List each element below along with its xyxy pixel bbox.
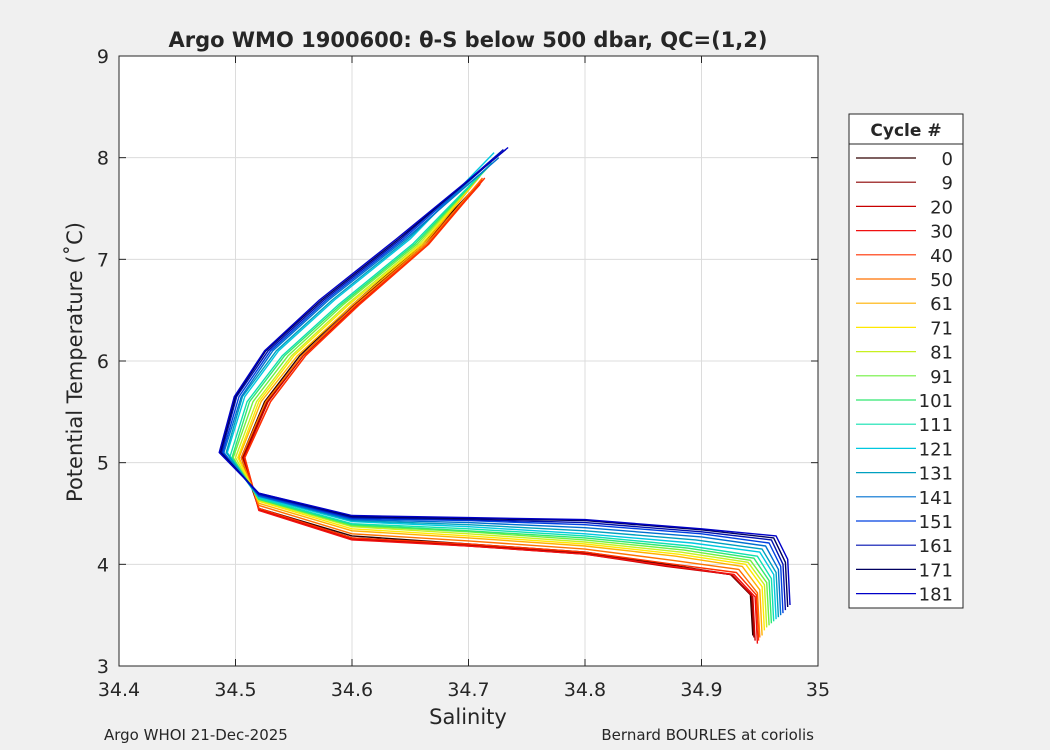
series-group (218, 146, 791, 644)
x-tick-label: 34.6 (331, 679, 373, 701)
legend-entry-label: 141 (919, 488, 953, 509)
series-line-12 (226, 152, 777, 620)
x-tick-label: 35 (806, 679, 830, 701)
x-tick-label: 34.5 (214, 679, 256, 701)
series-line-5 (240, 177, 761, 638)
x-tick-label: 34.4 (98, 679, 140, 701)
series-line-10 (231, 165, 773, 624)
legend-entry-label: 61 (930, 294, 953, 315)
y-axis-label: Potential Temperature (˚C) (63, 222, 87, 502)
series-line-15 (221, 152, 784, 614)
y-tick-label: 8 (97, 148, 109, 170)
x-tick-label: 34.9 (680, 679, 722, 701)
legend-entry-label: 0 (942, 149, 953, 170)
series-line-18 (218, 146, 791, 606)
y-tick-label: 6 (97, 351, 109, 373)
legend-entry-label: 151 (919, 512, 953, 533)
ticks: 34.4 34.5 34.6 34.7 34.8 34.9 35 3 4 5 6 7 8 9 (97, 46, 830, 701)
footer-left: Argo WHOI 21-Dec-2025 (104, 726, 288, 744)
legend-entry-label: 91 (930, 367, 953, 388)
series-line-8 (234, 169, 768, 628)
series-line-4 (244, 177, 760, 641)
y-tick-label: 9 (97, 46, 109, 68)
legend-entry-label: 20 (930, 197, 953, 218)
y-tick-label: 4 (97, 554, 109, 576)
y-tick-label: 3 (97, 656, 109, 678)
grid (119, 56, 818, 666)
legend: Cycle # 0 9 20 30 40 50 61 71 81 91 101 111 121 131 14… (848, 113, 964, 609)
legend-entry-label: 30 (930, 222, 953, 243)
series-line-16 (220, 148, 787, 611)
chart-title: Argo WMO 1900600: θ-S below 500 dbar, QC… (169, 28, 768, 52)
x-tick-label: 34.7 (447, 679, 489, 701)
x-tick-label: 34.8 (564, 679, 606, 701)
legend-entry-label: 171 (919, 560, 953, 581)
legend-entry-label: 71 (930, 318, 953, 339)
x-axis-label: Salinity (429, 705, 507, 729)
legend-entries: 0 9 20 30 40 50 61 71 81 91 101 111 121 131 141 151 161 1… (856, 149, 953, 606)
legend-entry-label: 81 (930, 343, 953, 364)
legend-entry-label: 101 (919, 391, 953, 412)
legend-entry-label: 181 (919, 585, 953, 606)
legend-entry-label: 50 (930, 270, 953, 291)
y-tick-label: 5 (97, 453, 109, 475)
legend-entry-label: 9 (942, 173, 953, 194)
legend-entry-label: 131 (919, 464, 953, 485)
series-line-7 (237, 172, 766, 631)
series-line-14 (223, 157, 782, 616)
legend-entry-label: 111 (919, 415, 953, 436)
legend-entry-label: 161 (919, 536, 953, 557)
series-line-6 (238, 175, 763, 636)
legend-box (848, 113, 964, 609)
legend-title: Cycle # (870, 121, 941, 141)
legend-entry-label: 121 (919, 439, 953, 460)
y-tick-label: 7 (97, 249, 109, 271)
footer-right: Bernard BOURLES at coriolis (601, 726, 814, 744)
series-line-11 (228, 162, 775, 622)
legend-entry-label: 40 (930, 246, 953, 267)
